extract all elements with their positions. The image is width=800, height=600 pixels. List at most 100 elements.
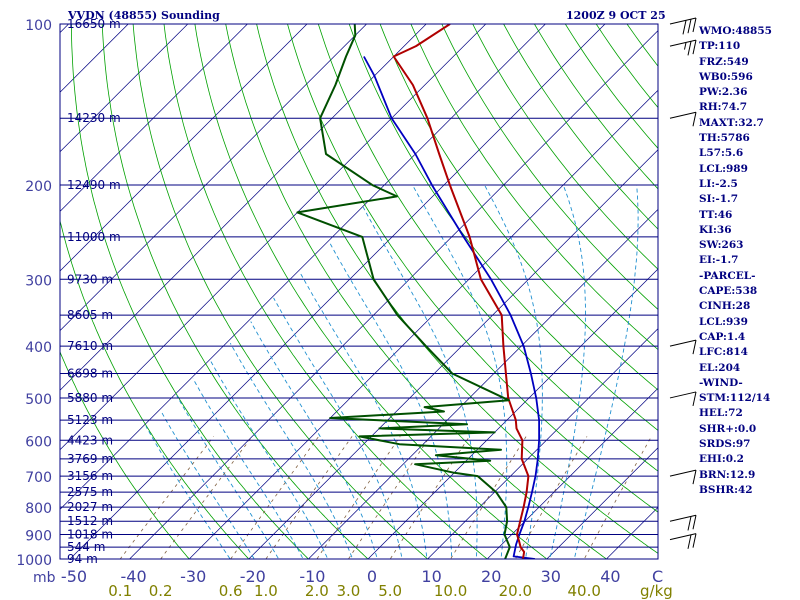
wind-barb-flag bbox=[682, 20, 687, 35]
dry-adiabat-line bbox=[348, 24, 658, 431]
index-item: PW:2.36 bbox=[699, 86, 748, 99]
mixing-ratio-unit-label: g/kg bbox=[640, 582, 673, 600]
isobars bbox=[60, 23, 658, 560]
wind-barb-flag bbox=[692, 515, 697, 530]
index-item: SHR+:0.0 bbox=[699, 422, 757, 435]
dry-adiabat-line bbox=[132, 24, 429, 559]
isotherm-line bbox=[60, 24, 368, 332]
pressure-tick-label: 100 bbox=[25, 18, 52, 34]
dry-adiabat-line bbox=[317, 24, 658, 472]
index-item: KI:36 bbox=[699, 223, 732, 236]
mixing-ratio-line bbox=[316, 436, 401, 559]
moist-adiabat-line bbox=[573, 185, 639, 559]
height-level-label: 2027 m bbox=[67, 500, 113, 514]
height-level-label: 7610 m bbox=[67, 339, 113, 353]
pressure-tick-label: 800 bbox=[25, 501, 52, 517]
moist-adiabat-line bbox=[412, 184, 508, 559]
pressure-tick-label: 300 bbox=[25, 273, 52, 289]
profile-curves bbox=[296, 24, 540, 559]
mixing-ratio-tick-label: 10.0 bbox=[434, 582, 467, 600]
plot-frame bbox=[59, 23, 659, 560]
wind-barb-staff bbox=[669, 514, 697, 522]
dry-adiabat-line bbox=[256, 24, 658, 554]
height-level-label: 14230 m bbox=[67, 111, 121, 125]
height-level-label: 3156 m bbox=[67, 469, 113, 483]
mixing-ratio-line bbox=[583, 436, 652, 559]
wind-barb-flag bbox=[692, 112, 697, 127]
isotherm-line bbox=[60, 24, 308, 272]
wind-barb-flag bbox=[687, 516, 692, 531]
mixing-ratio-tick-label: 0.2 bbox=[149, 582, 173, 600]
dry-adiabat-line bbox=[379, 24, 658, 391]
wind-barb bbox=[669, 469, 697, 485]
mixing-ratio-line bbox=[119, 436, 215, 559]
wind-barb-flag bbox=[692, 17, 697, 33]
dry-adiabat-line bbox=[60, 350, 190, 559]
temperature-tick-label: 0 bbox=[367, 567, 377, 586]
height-level-label: 6698 m bbox=[67, 366, 113, 380]
dry-adiabat-line bbox=[225, 24, 608, 559]
mixing-ratio-tick-label: 0.1 bbox=[108, 582, 132, 600]
isotherm-line bbox=[188, 89, 658, 559]
index-item: SW:263 bbox=[699, 239, 744, 252]
station-title: VVDN (48855) Sounding bbox=[68, 9, 220, 22]
height-level-label: 1018 m bbox=[67, 528, 113, 542]
temperature-tick-label: -50 bbox=[61, 567, 87, 586]
moist-adiabat-line bbox=[145, 426, 231, 559]
index-item: EI:-1.7 bbox=[699, 254, 739, 267]
mixing-ratio-line bbox=[514, 436, 588, 559]
observation-time: 1200Z 9 OCT 25 bbox=[566, 9, 666, 22]
dry-adiabat-line bbox=[287, 24, 658, 513]
pressure-tick-label: 200 bbox=[25, 179, 52, 195]
index-item: RH:74.7 bbox=[699, 101, 748, 114]
pressure-tick-label: 500 bbox=[25, 392, 52, 408]
wind-barb-flag bbox=[692, 470, 697, 485]
index-item: EHI:0.2 bbox=[699, 453, 744, 466]
moist-adiabat-line bbox=[299, 271, 428, 559]
height-level-label: 9730 m bbox=[67, 272, 113, 286]
dry-adiabat-line bbox=[472, 24, 658, 270]
temperature-tick-label: 40 bbox=[600, 567, 620, 586]
moist-adiabat-line bbox=[328, 241, 453, 559]
wind-barb-half bbox=[684, 42, 687, 50]
temperature-tick-label: -30 bbox=[180, 567, 206, 586]
index-item: WMO:48855 bbox=[699, 25, 772, 37]
index-item: CAPE:538 bbox=[699, 285, 758, 298]
wind-barb bbox=[669, 39, 697, 56]
wind-barb-flag bbox=[692, 339, 697, 355]
isotherm-line bbox=[0, 12, 21, 570]
isotherm-line bbox=[307, 208, 658, 559]
mixing-ratio-tick-label: 3.0 bbox=[336, 582, 360, 600]
mixing-ratio-tick-label: 1.0 bbox=[254, 582, 278, 600]
isotherm-line bbox=[60, 24, 546, 510]
pressure-tick-label: 900 bbox=[25, 529, 52, 545]
index-item: -WIND- bbox=[699, 376, 743, 389]
isotherm-line bbox=[60, 24, 487, 451]
index-item: LFC:814 bbox=[699, 346, 748, 359]
index-item: TH:5786 bbox=[699, 132, 750, 145]
dry-adiabat-line bbox=[163, 24, 488, 559]
isotherm-line bbox=[367, 268, 658, 559]
height-level-label: 2575 m bbox=[67, 485, 113, 499]
wind-barb-staff bbox=[669, 39, 697, 47]
index-item: HEL:72 bbox=[699, 407, 743, 420]
moist-adiabat-line bbox=[484, 184, 543, 559]
temperature-tick-label: 30 bbox=[541, 567, 561, 586]
height-level-label: 5123 m bbox=[67, 413, 113, 427]
moist-adiabat-line bbox=[549, 184, 586, 559]
height-level-label: 12490 m bbox=[67, 178, 121, 192]
wind-barbs bbox=[669, 17, 697, 549]
isotherm-line bbox=[248, 149, 658, 559]
wind-barb-staff bbox=[669, 533, 697, 541]
pressure-tick-label: 600 bbox=[25, 434, 52, 450]
moist-adiabat-line bbox=[229, 342, 354, 559]
mixing-ratio-tick-label: 20.0 bbox=[499, 582, 532, 600]
index-item: TT:46 bbox=[699, 208, 733, 221]
index-item: LCL:939 bbox=[699, 315, 748, 328]
moist-adiabat-line bbox=[273, 297, 403, 559]
index-item: SI:-1.7 bbox=[699, 193, 738, 206]
mixing-ratio-tick-label: 0.6 bbox=[219, 582, 243, 600]
pressure-unit-label: mb bbox=[33, 570, 56, 586]
